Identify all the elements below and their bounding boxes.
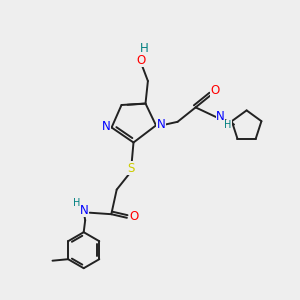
Text: N: N	[216, 110, 225, 124]
Text: N: N	[80, 204, 89, 217]
Text: S: S	[128, 161, 135, 175]
Text: H: H	[140, 41, 149, 55]
Text: H: H	[224, 120, 231, 130]
Text: O: O	[130, 210, 139, 223]
Text: O: O	[136, 53, 145, 67]
Text: O: O	[210, 84, 219, 97]
Text: N: N	[102, 120, 111, 134]
Text: H: H	[73, 198, 80, 208]
Text: N: N	[157, 118, 166, 131]
